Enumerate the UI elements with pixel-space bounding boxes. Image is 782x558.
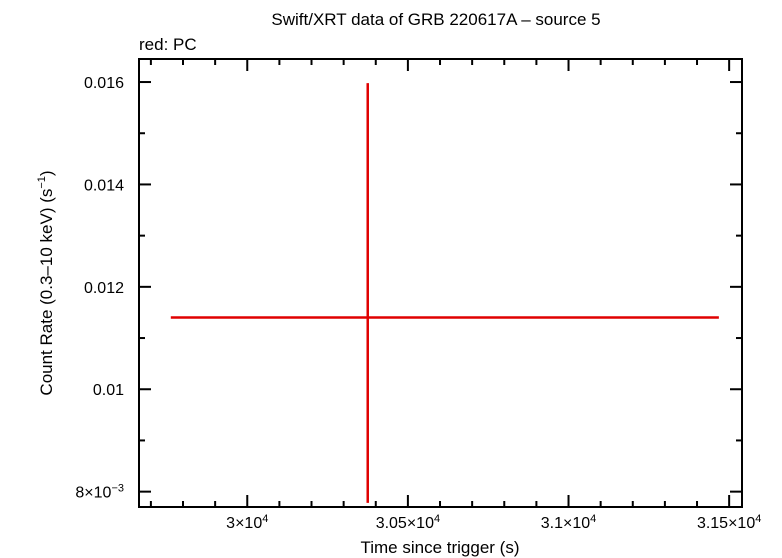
- x-tick-label-exponent: 4: [434, 513, 440, 525]
- y-tick-label-mantissa: 0.016: [84, 75, 124, 92]
- y-tick-label: 0.016: [84, 75, 124, 92]
- y-axis-label-end: ): [37, 170, 56, 176]
- y-tick-label-mantissa: 8×10: [75, 485, 111, 502]
- x-tick-label: 3.05×104: [376, 513, 440, 532]
- y-tick-label-mantissa: 0.014: [84, 177, 124, 194]
- y-tick-label-mantissa: 0.012: [84, 280, 124, 297]
- y-tick-label: 0.014: [84, 177, 124, 194]
- y-axis-label: Count Rate (0.3–10 keV) (s−1): [36, 170, 56, 395]
- y-tick-label: 0.012: [84, 280, 124, 297]
- chart-title: Swift/XRT data of GRB 220617A – source 5: [271, 10, 600, 29]
- x-tick-label-mantissa: 3×10: [226, 515, 262, 532]
- x-tick-label-exponent: 4: [755, 513, 761, 525]
- x-tick-label-mantissa: 3.1×10: [541, 515, 590, 532]
- y-tick-label-exponent: −3: [111, 483, 124, 495]
- data-point: [366, 316, 370, 320]
- x-tick-label-exponent: 4: [590, 513, 596, 525]
- y-tick-labels: 8×10−3 0.01 0.012 0.014 0.016: [75, 75, 124, 502]
- x-tick-label: 3.15×104: [697, 513, 761, 532]
- y-axis-label-main: Count Rate (0.3–10 keV) (s: [37, 189, 56, 396]
- axis-ticks: [139, 59, 742, 507]
- y-axis-label-exp: −1: [36, 176, 48, 189]
- y-tick-label: 0.01: [93, 382, 124, 399]
- x-tick-label-exponent: 4: [262, 513, 268, 525]
- x-tick-labels: 3×104 3.05×104 3.1×104 3.15×104: [226, 513, 761, 532]
- chart-subtitle: red: PC: [139, 35, 197, 54]
- x-tick-label-mantissa: 3.15×10: [697, 515, 755, 532]
- data-series: [170, 83, 719, 503]
- y-tick-label-mantissa: 0.01: [93, 382, 124, 399]
- x-axis-label: Time since trigger (s): [360, 538, 519, 557]
- x-tick-label: 3×104: [226, 513, 268, 532]
- plot-frame: [138, 58, 743, 508]
- x-tick-label: 3.1×104: [541, 513, 597, 532]
- y-tick-label: 8×10−3: [75, 483, 124, 502]
- x-tick-label-mantissa: 3.05×10: [376, 515, 434, 532]
